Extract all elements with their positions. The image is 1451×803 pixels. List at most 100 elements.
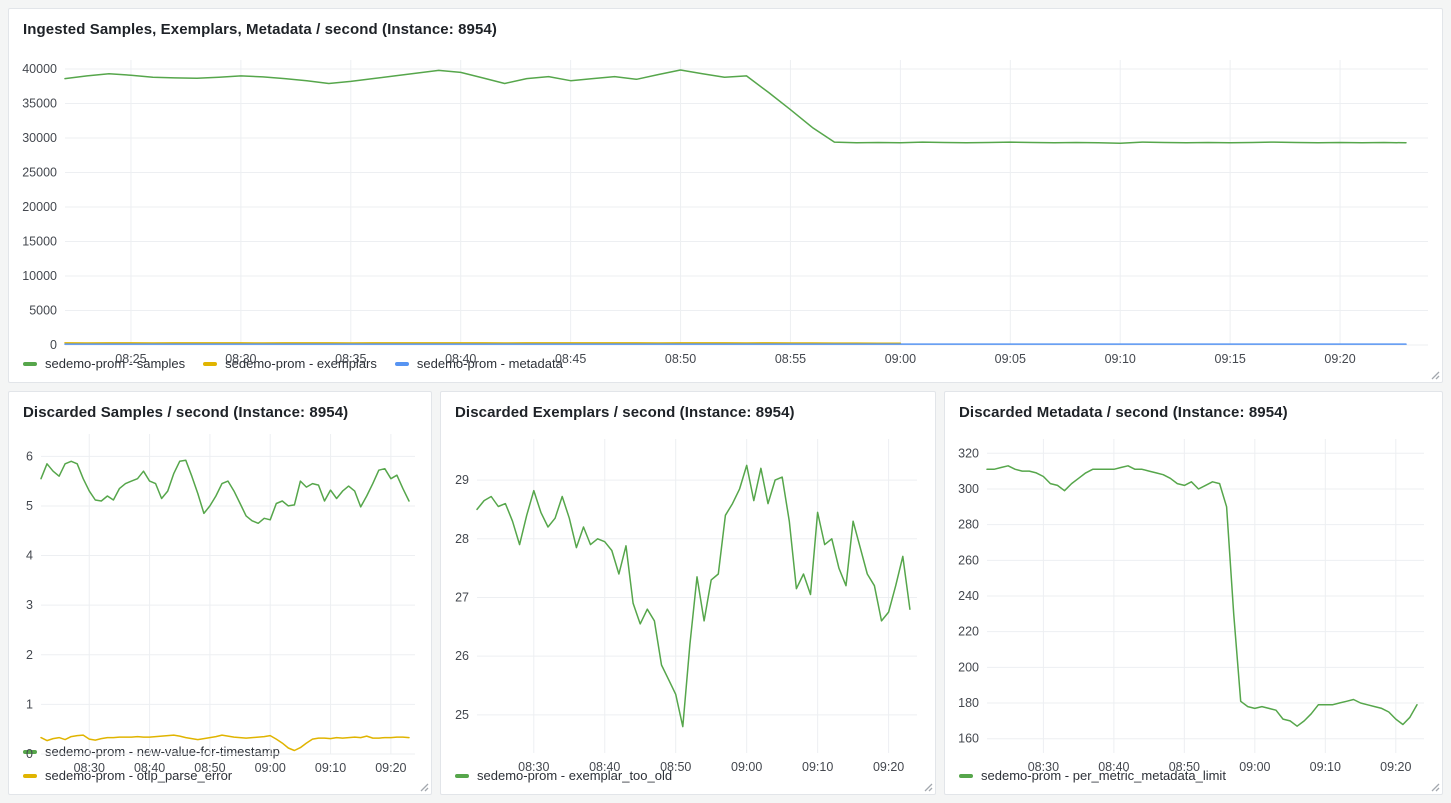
panel-discarded-samples: Discarded Samples / second (Instance: 89… (8, 391, 432, 795)
series-line (64, 69, 1407, 145)
legend-item[interactable]: sedemo-prom - samples (23, 356, 185, 372)
x-tick-label: 08:40 (589, 760, 620, 774)
y-tick-label: 0 (26, 747, 33, 761)
y-tick-label: 3 (26, 598, 33, 612)
y-tick-label: 40000 (22, 62, 57, 76)
x-tick-label: 09:15 (1215, 352, 1246, 366)
x-tick-label: 08:50 (194, 761, 225, 775)
x-tick-label: 09:10 (1310, 760, 1341, 774)
x-tick-label: 08:50 (660, 760, 691, 774)
y-tick-label: 260 (958, 554, 979, 568)
x-tick-label: 08:50 (665, 352, 696, 366)
x-tick-label: 08:55 (775, 352, 806, 366)
y-tick-label: 4 (26, 549, 33, 563)
panel-title-ingested: Ingested Samples, Exemplars, Metadata / … (23, 21, 497, 38)
y-tick-label: 1 (26, 698, 33, 712)
x-tick-label: 09:00 (255, 761, 286, 775)
legend-item[interactable]: sedemo-prom - exemplars (203, 356, 377, 372)
legend-label: sedemo-prom - per_metric_metadata_limit (981, 767, 1226, 783)
discarded-samples-chart[interactable]: 08:30 08:40 08:50 09:00 09:10 09:20 0 1 2 3 4 5 6 (15, 424, 425, 775)
x-tick-label: 08:35 (335, 352, 366, 366)
y-tick-label: 25 (455, 708, 469, 722)
x-tick-label: 09:10 (802, 760, 833, 774)
series-line (986, 465, 1418, 728)
x-tick-label: 08:50 (1169, 760, 1200, 774)
series-color-swatch (23, 361, 37, 366)
x-tick-label: 09:10 (315, 761, 346, 775)
y-tick-label: 5 (26, 499, 33, 513)
ingested-rate-chart[interactable]: 08:25 08:30 08:35 08:40 08:45 08:50 08:55 09:00… (15, 42, 1436, 366)
y-tick-label: 26 (455, 649, 469, 663)
series-color-swatch (455, 773, 469, 778)
panel-ingested-rate: Ingested Samples, Exemplars, Metadata / … (8, 8, 1443, 383)
legend-label: sedemo-prom - samples (45, 355, 186, 371)
y-tick-label: 15000 (22, 235, 57, 249)
series-color-swatch (959, 773, 973, 778)
x-tick-label: 09:20 (1380, 760, 1411, 774)
y-tick-label: 240 (958, 589, 979, 603)
legend-item[interactable]: sedemo-prom - exemplar_too_old (455, 768, 672, 784)
legend-item[interactable]: sedemo-prom - metadata (394, 355, 563, 372)
x-tick-label: 09:20 (1324, 352, 1355, 366)
x-tick-label: 09:20 (873, 760, 904, 774)
x-tick-label: 08:30 (225, 352, 256, 366)
x-tick-label: 08:25 (115, 352, 146, 366)
x-tick-label: 08:40 (445, 352, 476, 366)
y-tick-label: 180 (958, 696, 979, 710)
panel-resize-handle[interactable] (417, 780, 429, 792)
legend-item[interactable]: sedemo-prom - per_metric_metadata_limit (959, 768, 1226, 784)
y-tick-label: 200 (958, 661, 979, 675)
series-line (40, 734, 410, 752)
y-tick-label: 6 (26, 449, 33, 463)
x-tick-label: 09:10 (1105, 352, 1136, 366)
series-color-swatch (23, 773, 37, 778)
legend-item[interactable]: sedemo-prom - otlp_parse_error (23, 768, 232, 784)
panel-resize-handle[interactable] (1428, 368, 1440, 380)
y-tick-label: 20000 (22, 200, 57, 214)
panel-resize-handle[interactable] (921, 780, 933, 792)
discarded-metadata-legend: sedemo-prom - per_metric_metadata_limit (945, 766, 1442, 794)
panel-resize-handle[interactable] (1428, 780, 1440, 792)
x-tick-label: 09:00 (731, 760, 762, 774)
x-tick-label: 09:00 (1239, 760, 1270, 774)
x-tick-label: 09:00 (885, 352, 916, 366)
y-tick-label: 280 (958, 518, 979, 532)
y-tick-label: 30000 (22, 131, 57, 145)
y-tick-label: 2 (26, 648, 33, 662)
y-tick-label: 27 (455, 591, 469, 605)
series-color-swatch (23, 749, 37, 754)
x-tick-label: 08:30 (518, 760, 549, 774)
x-tick-label: 08:30 (1028, 760, 1059, 774)
ingested-rate-legend: sedemo-prom - samples sedemo-prom - exemp… (9, 354, 1442, 382)
y-tick-label: 5000 (29, 304, 57, 318)
panel-discarded-exemplars: Discarded Exemplars / second (Instance: … (440, 391, 936, 795)
legend-label: sedemo-prom - new-value-for-timestamp (45, 743, 280, 759)
y-tick-label: 220 (958, 625, 979, 639)
y-tick-label: 320 (958, 447, 979, 461)
panel-title-discarded-exemplars: Discarded Exemplars / second (Instance: … (455, 404, 795, 421)
discarded-metadata-chart[interactable]: 08:30 08:40 08:50 09:00 09:10 09:20 160 180 200 2… (951, 425, 1436, 774)
y-tick-label: 160 (958, 732, 979, 746)
discarded-samples-legend: sedemo-prom - new-value-for-timestamp sed… (9, 742, 431, 795)
series-color-swatch (394, 361, 409, 366)
y-tick-label: 35000 (22, 97, 57, 111)
legend-label: sedemo-prom - metadata (416, 355, 563, 371)
panel-title-discarded-metadata: Discarded Metadata / second (Instance: 8… (959, 404, 1288, 421)
y-tick-label: 28 (455, 532, 469, 546)
series-color-swatch (203, 361, 218, 366)
discarded-exemplars-legend: sedemo-prom - exemplar_too_old (441, 766, 935, 794)
series-line (40, 459, 410, 525)
bottom-panel-row: Discarded Samples / second (Instance: 89… (8, 391, 1443, 795)
x-tick-label: 08:45 (555, 352, 586, 366)
series-line (476, 464, 911, 728)
discarded-exemplars-chart[interactable]: 08:30 08:40 08:50 09:00 09:10 09:20 25 26 27 28 29 (447, 425, 929, 774)
legend-item[interactable]: sedemo-prom - new-value-for-timestamp (23, 744, 280, 760)
x-tick-label: 08:40 (1098, 760, 1129, 774)
legend-label: sedemo-prom - exemplars (225, 355, 377, 371)
x-tick-label: 09:05 (995, 352, 1026, 366)
y-tick-label: 29 (455, 473, 469, 487)
y-tick-label: 300 (958, 482, 979, 496)
y-tick-label: 10000 (22, 269, 57, 283)
legend-label: sedemo-prom - exemplar_too_old (477, 767, 673, 783)
